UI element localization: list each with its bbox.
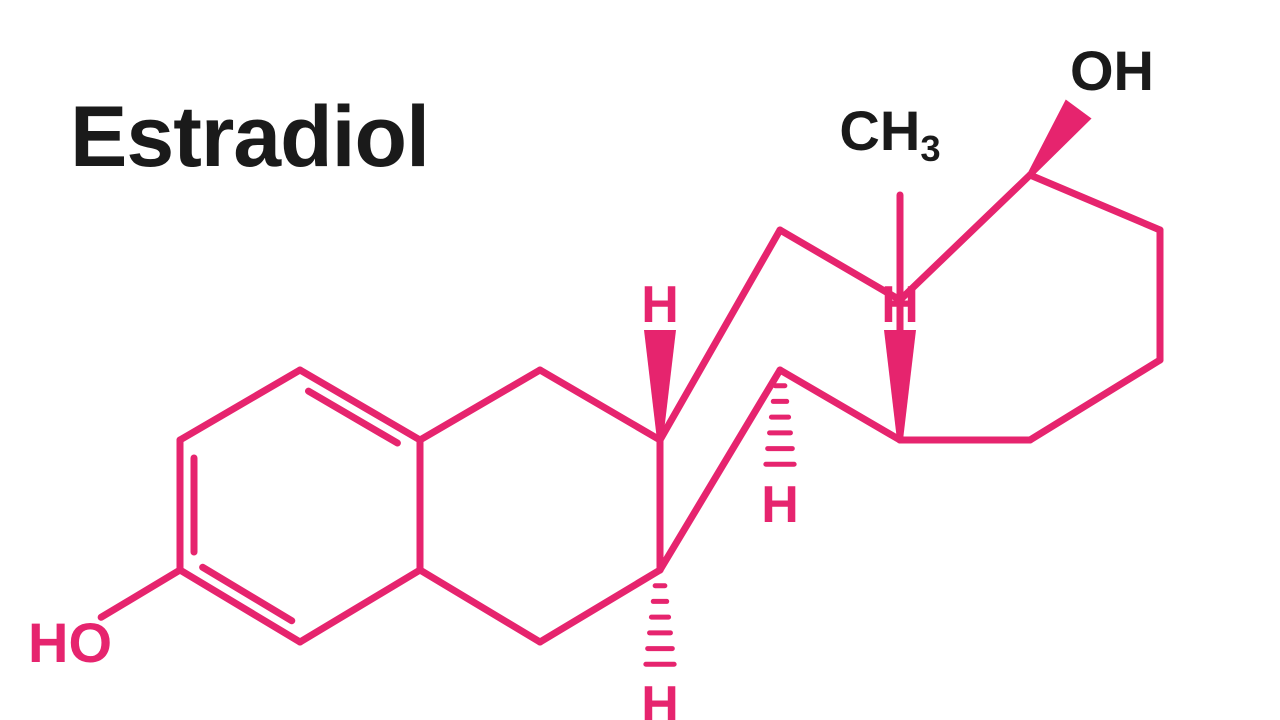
compound-title: Estradiol: [70, 88, 429, 187]
atom-label-C15: CH3: [839, 99, 940, 169]
atom-label-H_B8: H: [641, 676, 679, 720]
atom-label-HO_A: HO: [28, 611, 112, 674]
atom-label-H_C12: H: [881, 276, 919, 334]
atom-label-H_B9: H: [641, 276, 679, 334]
atom-label-H_C11: H: [761, 476, 799, 534]
atom-label-OH_D: OH: [1070, 39, 1154, 102]
